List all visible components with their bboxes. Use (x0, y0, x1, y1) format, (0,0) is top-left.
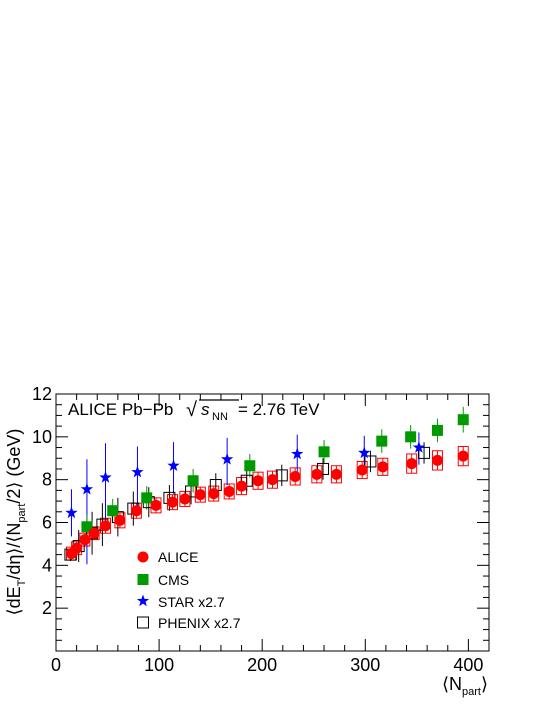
ylabel-sub1: T (16, 579, 28, 586)
x-tick-label: 400 (453, 655, 483, 675)
xlabel-close: ⟩ (481, 674, 488, 694)
alice-point (377, 461, 389, 473)
alice-point (166, 496, 178, 508)
xlabel-sub: part (462, 686, 481, 698)
alice-point (431, 454, 443, 466)
sqrt-var: s (201, 400, 210, 419)
star-point (99, 471, 112, 483)
y-tick-label: 10 (32, 427, 52, 447)
cms-point (457, 414, 469, 426)
legend-marker-star (136, 594, 150, 607)
alice-point (311, 468, 323, 480)
star-point (65, 506, 78, 519)
alice-point (252, 475, 264, 487)
star-point (167, 459, 180, 471)
error-bars (69, 406, 464, 565)
ylabel-close: /2⟩ (GeV) (4, 429, 24, 504)
legend-label-cms: CMS (158, 572, 189, 588)
alice-point (71, 542, 83, 554)
ylabel-open: ⟨dE (4, 586, 24, 615)
y-tick-label: 2 (42, 598, 52, 618)
y-tick-label: 4 (42, 555, 52, 575)
star-point (358, 446, 371, 459)
legend-marker-alice (137, 551, 149, 563)
alice-point (114, 514, 126, 526)
alice-point (223, 485, 235, 497)
cms-point (431, 424, 443, 436)
alice-point (330, 468, 342, 480)
y-tick-label: 12 (32, 384, 52, 404)
legend-label-alice: ALICE (158, 549, 198, 565)
alice-point (194, 489, 206, 501)
alice-point (208, 488, 220, 500)
legend-label-star: STAR x2.7 (158, 594, 225, 610)
legend-marker-cms (137, 574, 149, 585)
star-point (131, 465, 144, 478)
tick-labels: 0 100 200 300 400 2 4 6 8 10 12 (32, 384, 483, 675)
cms-point (141, 492, 153, 504)
cms-point (318, 446, 330, 458)
alice-point (406, 458, 418, 470)
xlabel-open: ⟨N (442, 674, 462, 694)
cms-point (405, 431, 417, 443)
y-tick-label: 6 (42, 513, 52, 533)
cms-point (187, 475, 199, 487)
x-tick-label: 300 (350, 655, 380, 675)
alice-point (236, 480, 248, 492)
ylabel-sub2: part (16, 504, 28, 523)
y-tick-label: 8 (42, 470, 52, 490)
legend-marker-phenix (137, 616, 149, 629)
star-point (80, 482, 94, 495)
alice-point (179, 493, 191, 505)
svg-text:⟨dET/dη⟩/⟨Npart/2⟩ (GeV): ⟨dET/dη⟩/⟨Npart/2⟩ (GeV) (4, 429, 28, 616)
star-point (291, 447, 304, 460)
energy-label: = 2.76 TeV (238, 400, 320, 419)
chart-title: ALICE Pb−Pb (68, 400, 173, 419)
alice-point (88, 527, 100, 539)
alice-point (457, 450, 469, 462)
x-axis-title: ⟨Npart⟩ (442, 674, 488, 698)
alice-point (130, 505, 142, 517)
ylabel-mid: /dη⟩/⟨N (4, 523, 24, 580)
phenix-point (364, 455, 377, 468)
alice-point (267, 474, 278, 486)
sqrt-subscript: NN (212, 411, 228, 423)
alice-point (99, 520, 111, 532)
legend: ALICE CMS STAR x2.7 PHENIX x2.7 (136, 549, 241, 631)
axis-ticks (55, 393, 490, 652)
x-tick-label: 200 (247, 655, 277, 675)
legend-label-phenix: PHENIX x2.7 (158, 615, 241, 631)
sqrt-symbol: √ (186, 399, 197, 421)
alice-point (356, 464, 368, 476)
cms-point (81, 521, 93, 533)
cms-point (376, 435, 388, 447)
data-markers (64, 414, 469, 561)
cms-point (107, 505, 119, 517)
alice-point (150, 499, 162, 511)
phenix-point (275, 469, 288, 482)
x-tick-label: 100 (144, 655, 174, 675)
cms-point (244, 460, 256, 472)
star-point (412, 441, 426, 453)
phenix-point (418, 446, 431, 459)
alice-point (79, 534, 91, 546)
x-tick-label: 0 (51, 655, 61, 675)
y-axis-title: ⟨dET/dη⟩/⟨Npart/2⟩ (GeV) (4, 429, 28, 616)
star-point (220, 452, 234, 465)
alice-point (289, 470, 301, 482)
